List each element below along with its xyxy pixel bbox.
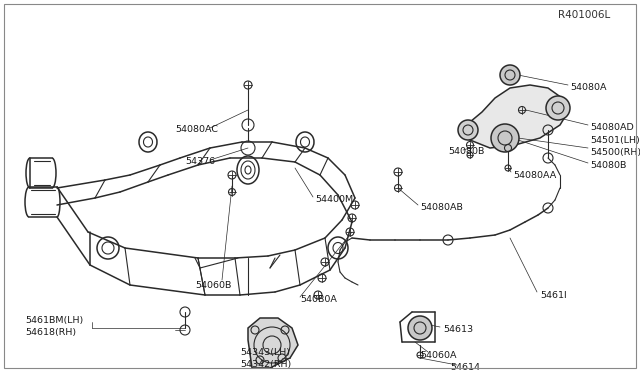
Text: 54080AD: 54080AD	[590, 124, 634, 132]
Text: 54080B: 54080B	[590, 160, 627, 170]
Text: 54613: 54613	[443, 326, 473, 334]
Text: 54618(RH): 54618(RH)	[25, 327, 76, 337]
Text: 5461BM(LH): 5461BM(LH)	[25, 315, 83, 324]
Text: 54343(LH): 54343(LH)	[240, 349, 290, 357]
Text: 54342(RH): 54342(RH)	[240, 360, 291, 369]
Polygon shape	[248, 318, 298, 368]
Circle shape	[500, 65, 520, 85]
Text: 54400M: 54400M	[315, 196, 353, 205]
Text: 54614: 54614	[450, 363, 480, 372]
Text: 54080AA: 54080AA	[513, 170, 556, 180]
Circle shape	[408, 316, 432, 340]
Text: 54376: 54376	[185, 157, 215, 167]
Polygon shape	[462, 85, 568, 148]
Circle shape	[458, 120, 478, 140]
Text: 5461I: 5461I	[540, 291, 567, 299]
Text: 54060A: 54060A	[420, 350, 456, 359]
Text: R401006L: R401006L	[558, 10, 611, 20]
Circle shape	[546, 96, 570, 120]
Text: 54080AC: 54080AC	[175, 125, 218, 135]
Text: 54501(LH)*: 54501(LH)*	[590, 135, 640, 144]
Text: 54060B: 54060B	[195, 280, 232, 289]
Text: 54080A: 54080A	[570, 83, 607, 93]
Text: 54080B: 54080B	[448, 148, 484, 157]
Text: 540B0A: 540B0A	[300, 295, 337, 305]
Text: 54500(RH)*: 54500(RH)*	[590, 148, 640, 157]
Circle shape	[491, 124, 519, 152]
Text: 54080AB: 54080AB	[420, 203, 463, 212]
